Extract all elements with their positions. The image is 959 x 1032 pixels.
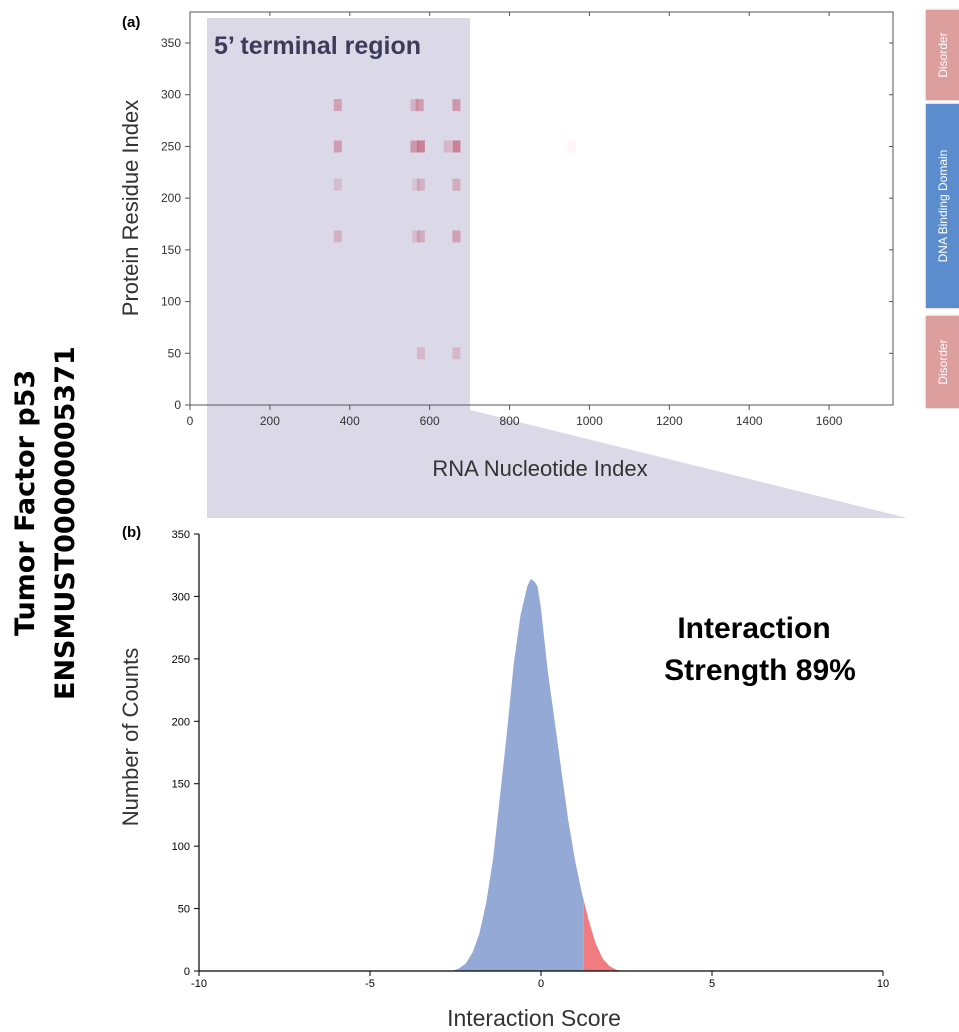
heatmap-cell (416, 230, 425, 243)
y-axis-label-a: Protein Residue Index (118, 100, 143, 316)
y-tick-label: 250 (172, 654, 190, 666)
heatmap-cell (452, 347, 461, 360)
y-tick-label: 300 (172, 591, 190, 603)
x-tick-label: 1600 (816, 414, 843, 428)
y-tick-label: 100 (161, 295, 181, 309)
y-tick-label: 0 (184, 966, 190, 978)
x-tick-label: 10 (877, 978, 889, 990)
terminal-region-label: 5’ terminal region (214, 32, 421, 60)
x-tick-label: 5 (709, 978, 715, 990)
y-tick-label: 300 (161, 88, 181, 102)
y-tick-label: 350 (172, 529, 190, 541)
x-tick-label: 800 (500, 414, 520, 428)
y-axis-label-b: Number of Counts (118, 648, 143, 827)
x-tick-label: 600 (420, 414, 440, 428)
x-tick-label: -5 (365, 978, 375, 990)
heatmap-cell (443, 140, 452, 153)
domain-dna-binding: DNA Binding Domain (926, 104, 959, 308)
annotation-line2: Strength 89% (664, 654, 856, 687)
heatmap-cell (410, 99, 419, 112)
y-tick-label: 100 (172, 841, 190, 853)
panel-label-a: (a) (122, 14, 140, 31)
y-tick-label: 250 (161, 139, 181, 153)
distribution-area-below (452, 578, 584, 971)
heatmap-cell (333, 140, 342, 153)
distribution-area-above (583, 900, 624, 971)
heatmap-cell (333, 230, 342, 243)
x-tick-label: 1400 (736, 414, 763, 428)
heatmap-cell (333, 99, 342, 112)
heatmap-cell (416, 140, 425, 153)
domain-disorder-bottom: Disorder (926, 316, 959, 408)
heatmap-cell (452, 140, 461, 153)
y-tick-label: 50 (168, 346, 182, 360)
x-tick-label: 1200 (656, 414, 683, 428)
heatmap-cell (412, 178, 421, 191)
heatmap-cell (452, 178, 461, 191)
heatmap-cell (416, 347, 425, 360)
x-axis-label-b: Interaction Score (447, 1005, 621, 1031)
x-tick-label: 1000 (576, 414, 603, 428)
annotation-line1: Interaction (677, 612, 830, 645)
y-tick-label: 150 (161, 243, 181, 257)
x-tick-label: 0 (538, 978, 544, 990)
heatmap-cell (452, 99, 461, 112)
heatmap-cell (410, 140, 419, 153)
domain-disorder-top: Disorder (926, 10, 959, 100)
heatmap-frame (189, 11, 894, 406)
y-tick-label: 50 (178, 904, 190, 916)
heatmap-cell (452, 230, 461, 243)
heatmap-cell (333, 178, 342, 191)
heatmap-cell (416, 178, 425, 191)
heatmap-cell (412, 230, 421, 243)
x-tick-label: 200 (260, 414, 280, 428)
y-tick-label: 200 (172, 716, 190, 728)
heatmap-cell (567, 140, 576, 153)
y-tick-label: 200 (161, 191, 181, 205)
y-tick-label: 0 (174, 398, 181, 412)
x-tick-label: 0 (187, 414, 194, 428)
zoom-projection (207, 410, 907, 518)
x-axis-label-a: RNA Nucleotide Index (432, 456, 647, 481)
x-tick-label: -10 (191, 978, 207, 990)
heatmap-cell (415, 99, 424, 112)
terminal-region-highlight (207, 18, 470, 410)
y-tick-label: 350 (161, 36, 181, 50)
panel-label-b: (b) (122, 524, 141, 541)
x-tick-label: 400 (340, 414, 360, 428)
y-tick-label: 150 (172, 779, 190, 791)
